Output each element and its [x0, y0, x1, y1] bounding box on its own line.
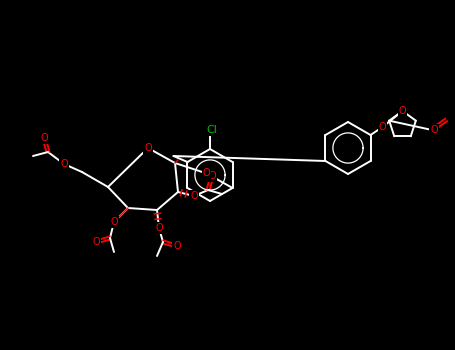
Text: O: O [110, 217, 118, 227]
Text: O: O [144, 143, 152, 153]
Text: O: O [190, 191, 198, 201]
Text: O: O [430, 125, 438, 135]
Text: O: O [173, 241, 181, 251]
Text: O: O [40, 133, 48, 143]
Text: O: O [379, 122, 386, 132]
Text: O: O [208, 171, 216, 181]
Text: O: O [92, 237, 100, 247]
Text: Cl: Cl [207, 125, 217, 135]
Text: O: O [203, 168, 211, 178]
Text: O: O [60, 159, 68, 169]
Text: O: O [399, 106, 406, 116]
Text: O: O [155, 223, 163, 233]
